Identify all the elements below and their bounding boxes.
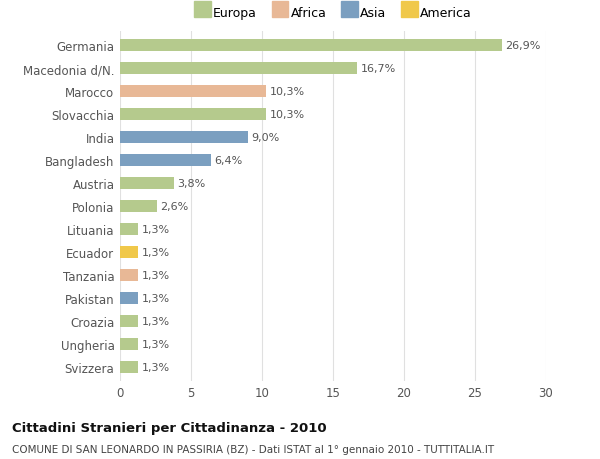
Bar (120, 200, 157, 213)
Bar (120, 361, 139, 374)
Bar (120, 315, 139, 328)
Bar (120, 269, 139, 282)
Bar (120, 223, 139, 236)
Bar (120, 39, 502, 52)
Text: 1,3%: 1,3% (142, 316, 170, 326)
Bar (120, 62, 357, 75)
Text: 1,3%: 1,3% (142, 270, 170, 280)
Text: 1,3%: 1,3% (142, 224, 170, 235)
Text: 16,7%: 16,7% (361, 64, 396, 74)
Text: 10,3%: 10,3% (270, 110, 305, 120)
Bar (120, 154, 211, 167)
Text: 3,8%: 3,8% (178, 179, 206, 189)
Bar (120, 292, 139, 305)
Text: 1,3%: 1,3% (142, 339, 170, 349)
Text: Cittadini Stranieri per Cittadinanza - 2010: Cittadini Stranieri per Cittadinanza - 2… (12, 421, 326, 434)
Legend: Europa, Africa, Asia, America: Europa, Africa, Asia, America (191, 5, 475, 22)
Text: 10,3%: 10,3% (270, 87, 305, 97)
Text: 1,3%: 1,3% (142, 293, 170, 303)
Bar (120, 338, 139, 351)
Text: 26,9%: 26,9% (506, 41, 541, 51)
Text: 9,0%: 9,0% (251, 133, 280, 143)
Text: COMUNE DI SAN LEONARDO IN PASSIRIA (BZ) - Dati ISTAT al 1° gennaio 2010 - TUTTIT: COMUNE DI SAN LEONARDO IN PASSIRIA (BZ) … (12, 444, 494, 454)
Text: 1,3%: 1,3% (142, 362, 170, 372)
Bar (120, 177, 174, 190)
Bar (120, 246, 139, 259)
Bar (120, 85, 266, 98)
Text: 2,6%: 2,6% (160, 202, 189, 212)
Bar (120, 131, 248, 144)
Bar (120, 108, 266, 121)
Text: 1,3%: 1,3% (142, 247, 170, 257)
Text: 6,4%: 6,4% (214, 156, 242, 166)
